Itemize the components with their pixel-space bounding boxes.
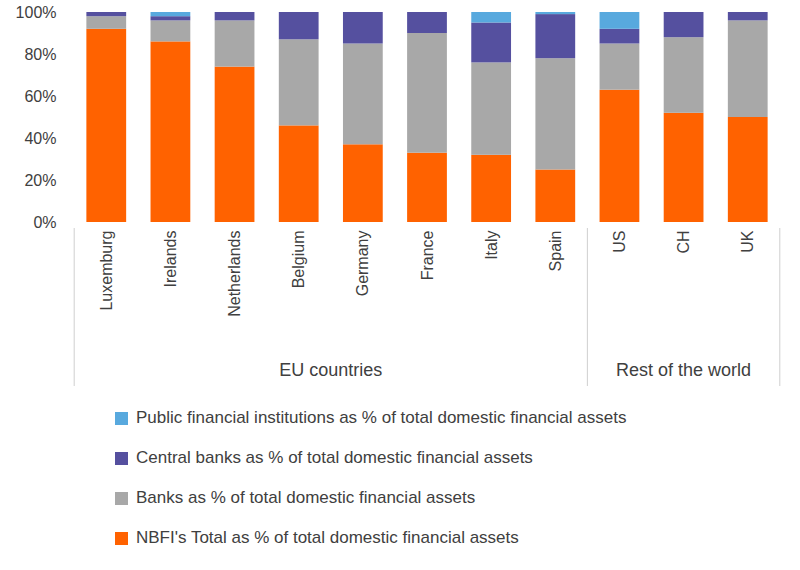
html-text:Banks as % of total domestic f: Banks as % of total domestic financial a… [136, 488, 476, 507]
html-text:Central banks as % of total do: Central banks as % of total domestic fin… [136, 448, 533, 467]
svg-text:Irelands: Irelands [162, 231, 179, 288]
svg-text:UK: UK [739, 230, 756, 253]
svg-text:0%: 0% [33, 214, 56, 231]
svg-text:France: France [419, 230, 436, 280]
svg-text:Italy: Italy [483, 231, 500, 260]
svg-text:Netherlands: Netherlands [226, 231, 243, 317]
svg-text:80%: 80% [24, 46, 56, 63]
svg-text:CH: CH [675, 231, 692, 254]
svg-text:Spain: Spain [547, 231, 564, 272]
svg-text:100%: 100% [16, 4, 57, 21]
html-text:Public financial institutions: Public financial institutions as % of to… [136, 408, 627, 427]
svg-text:EU countries: EU countries [279, 360, 382, 380]
svg-text:20%: 20% [24, 172, 56, 189]
svg-text:Belgium: Belgium [290, 231, 307, 289]
svg-text:Luxemburg: Luxemburg [98, 231, 115, 311]
svg-text:Germany: Germany [354, 231, 371, 297]
html-text:NBFI's Total as % of total dom: NBFI's Total as % of total domestic fina… [136, 528, 519, 547]
svg-text:Rest of the world: Rest of the world [616, 360, 751, 380]
svg-text:60%: 60% [24, 88, 56, 105]
svg-text:US: US [611, 231, 628, 253]
svg-text:40%: 40% [24, 130, 56, 147]
